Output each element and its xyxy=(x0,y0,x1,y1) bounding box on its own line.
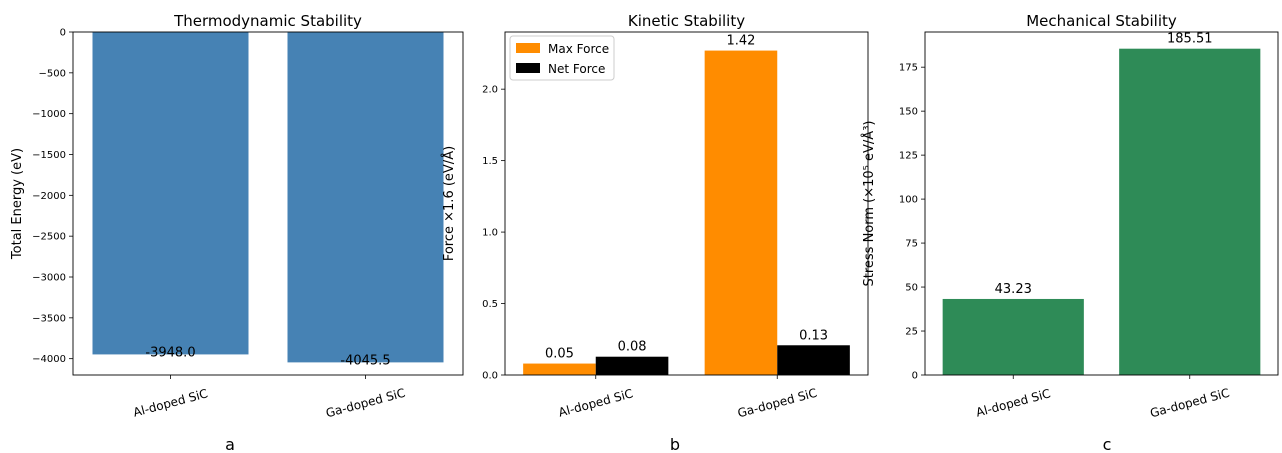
y-axis-label: Total Energy (eV) xyxy=(10,148,25,260)
data-label: 1.42 xyxy=(726,34,755,49)
y-tick-label: −4000 xyxy=(32,354,66,365)
y-tick-label: 175 xyxy=(899,63,918,74)
x-tick-label: Al-doped SiC xyxy=(132,386,210,419)
chart-3: Mechanical Stability Stress Norm (×10⁵ eV… xyxy=(861,12,1279,453)
chart-1: Thermodynamic Stability Total Energy (eV)… xyxy=(10,12,464,453)
legend-label: Net Force xyxy=(548,62,605,76)
y-tick-label: 100 xyxy=(899,195,918,206)
y-tick-label: 1.0 xyxy=(482,228,498,239)
legend-swatch xyxy=(516,43,540,53)
legend-label: Max Force xyxy=(548,42,609,56)
plot-frame xyxy=(504,31,869,376)
data-label: 43.23 xyxy=(995,282,1032,297)
y-tick-label: −1000 xyxy=(32,109,66,120)
y-tick-label: 125 xyxy=(899,151,918,162)
y-tick-label: −2000 xyxy=(32,191,66,202)
x-tick-label: Ga-doped SiC xyxy=(324,386,407,421)
plot-frame xyxy=(72,31,464,376)
y-tick-label: 75 xyxy=(905,239,918,250)
data-label: 0.05 xyxy=(545,347,574,362)
y-tick-label: −2500 xyxy=(32,232,66,243)
bar xyxy=(523,363,596,375)
bar xyxy=(777,345,850,375)
data-label: 0.13 xyxy=(799,328,828,343)
plot-frame xyxy=(924,31,1279,376)
y-tick-label: 0 xyxy=(60,28,66,39)
panel-label: a xyxy=(225,435,235,453)
y-tick-label: 0 xyxy=(912,371,918,382)
bar xyxy=(942,298,1084,375)
y-tick-label: 25 xyxy=(905,327,918,338)
chart-title: Thermodynamic Stability xyxy=(173,12,362,30)
y-tick-label: 0.0 xyxy=(482,371,498,382)
x-tick-label: Al-doped SiC xyxy=(557,386,635,419)
panel-label: c xyxy=(1103,435,1112,453)
y-tick-label: 1.5 xyxy=(482,156,498,167)
x-tick-label: Ga-doped SiC xyxy=(1148,386,1231,421)
chart-2: Kinetic Stability Force ×1.6 (eV/Å) 0.0 0.5… xyxy=(441,12,869,453)
y-tick-label: −1500 xyxy=(32,150,66,161)
y-tick-label: 0.5 xyxy=(482,299,498,310)
y-tick-label: −3500 xyxy=(32,313,66,324)
bar xyxy=(704,50,778,376)
y-tick-label: −500 xyxy=(39,68,66,79)
chart-title: Kinetic Stability xyxy=(628,12,745,30)
legend: Max Force Net Force xyxy=(509,35,615,81)
data-label: -3948.0 xyxy=(145,345,195,360)
x-tick-label: Ga-doped SiC xyxy=(736,386,819,421)
chart-title: Mechanical Stability xyxy=(1026,12,1177,30)
data-label: -4045.5 xyxy=(340,353,390,368)
legend-swatch xyxy=(516,63,540,73)
y-axis-label: Force ×1.6 (eV/Å) xyxy=(441,146,457,261)
y-tick-label: 150 xyxy=(899,107,918,118)
x-tick-label: Al-doped SiC xyxy=(974,386,1052,419)
y-axis-label: Stress Norm (×10⁵ eV/Å³) xyxy=(861,121,877,287)
bar xyxy=(92,32,249,355)
y-tick-label: −3000 xyxy=(32,273,66,284)
data-label: 185.51 xyxy=(1167,32,1213,47)
y-tick-label: 50 xyxy=(905,283,918,294)
bar xyxy=(1119,48,1261,376)
y-tick-label: 2.0 xyxy=(482,85,498,96)
bar xyxy=(287,32,444,363)
bar xyxy=(595,356,669,375)
data-label: 0.08 xyxy=(618,340,647,355)
panel-label: b xyxy=(670,435,680,453)
